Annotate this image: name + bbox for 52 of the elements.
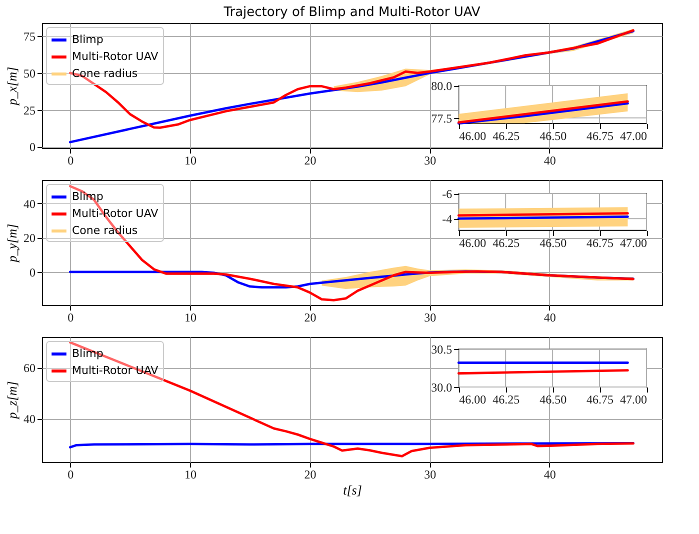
x-tick-label: 46.25 (492, 236, 520, 250)
y-tick-label: 77.5 (431, 111, 452, 126)
x-tick-label: 46.00 (459, 392, 486, 406)
y-axis-title: p_y[m] (4, 224, 20, 264)
legend-label: Cone radius (72, 67, 138, 80)
x-tick-label: 20 (304, 154, 316, 168)
x-tick-label: 46.50 (540, 392, 567, 406)
x-tick-label: 10 (184, 154, 196, 168)
y-tick-label: 0 (30, 140, 36, 154)
x-tick-label: 30 (424, 468, 436, 482)
x-tick-label: 47.00 (620, 392, 647, 406)
y-tick-label: 80.0 (431, 79, 452, 93)
x-tick-label: 46.50 (540, 129, 567, 143)
y-tick-label: 30.5 (431, 342, 452, 357)
y-tick-label: 75 (24, 30, 36, 44)
y-tick-label: 25 (24, 103, 36, 118)
x-tick-label: 10 (184, 310, 196, 324)
x-tick-label: 0 (68, 154, 74, 168)
x-tick-label: 40 (544, 154, 556, 168)
x-tick-label: 46.75 (586, 129, 614, 143)
y-tick-label: 40 (24, 196, 36, 211)
x-tick-label: 46.25 (492, 129, 520, 143)
y-tick-label: 60 (24, 361, 36, 376)
x-tick-label: 20 (304, 310, 316, 324)
legend-label: Blimp (72, 33, 104, 46)
x-tick-label: 46.75 (586, 392, 614, 406)
x-tick-label: 46.75 (586, 236, 614, 250)
x-tick-label: 0 (68, 468, 74, 482)
chart-title: Trajectory of Blimp and Multi-Rotor UAV (222, 5, 480, 20)
x-tick-label: 0 (68, 310, 74, 324)
y-tick-label: 40 (24, 412, 36, 426)
y-axis-title: p_x[m] (4, 66, 20, 106)
x-tick-label: 46.00 (459, 129, 486, 143)
y-tick-label: -6 (442, 187, 452, 201)
y-tick-label: 50 (24, 66, 36, 80)
y-tick-label: -4 (442, 212, 452, 226)
x-tick-label: 46.00 (459, 236, 486, 250)
x-tick-label: 30 (424, 154, 436, 168)
x-tick-label: 40 (544, 468, 556, 482)
x-axis-title: t[s] (343, 482, 362, 498)
x-tick-label: 40 (544, 310, 556, 324)
y-axis-title: p_z[m] (4, 381, 20, 420)
x-tick-label: 30 (424, 310, 436, 324)
y-tick-label: 0 (30, 265, 36, 280)
x-tick-label: 46.50 (540, 236, 567, 250)
y-tick-label: 30.0 (431, 380, 452, 394)
x-tick-label: 47.00 (620, 129, 647, 143)
legend-label: Multi-Rotor UAV (72, 50, 159, 63)
x-tick-label: 20 (304, 468, 316, 482)
x-tick-label: 46.25 (492, 392, 520, 406)
x-tick-label: 10 (184, 468, 196, 482)
x-tick-label: 47.00 (620, 236, 647, 250)
